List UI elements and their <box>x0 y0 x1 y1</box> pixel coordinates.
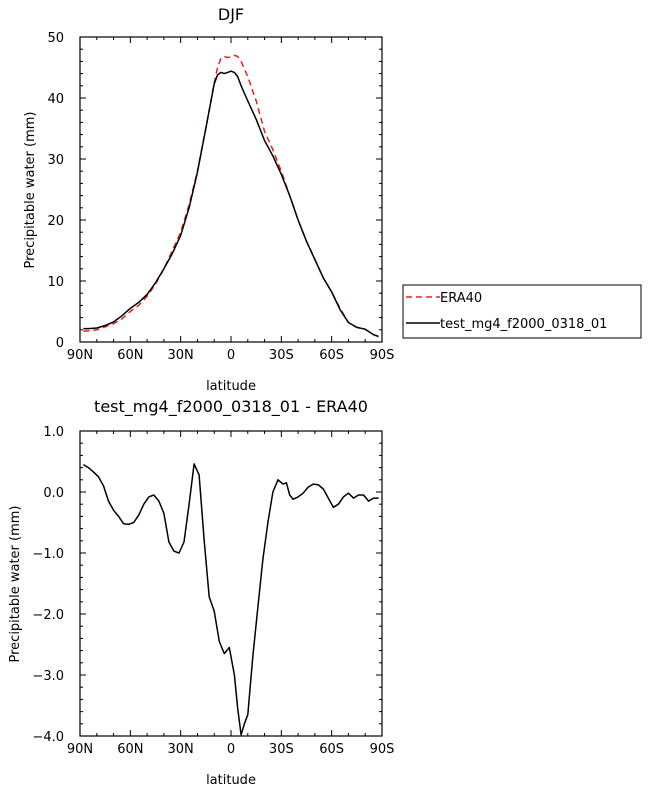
top-y-tick-label: 50 <box>47 31 64 46</box>
top-x-tick-label: 0 <box>227 348 235 363</box>
top-x-tick-label: 30N <box>168 348 194 363</box>
top-xlabel: latitude <box>206 379 256 394</box>
bottom-series <box>83 463 379 736</box>
legend-box <box>402 284 642 339</box>
top-y-tick-label: 30 <box>47 153 64 168</box>
top-x-tick-label: 90S <box>370 348 395 363</box>
top-y-tick-label: 40 <box>47 92 64 107</box>
bottom-x-tick-label: 90S <box>370 742 395 757</box>
top-series <box>83 54 379 338</box>
bottom-y-tick-label: −1.0 <box>32 547 64 562</box>
top-series-era40 <box>83 54 379 338</box>
legend-label-era40: ERA40 <box>440 291 482 306</box>
legend-label-test: test_mg4_f2000_0318_01 <box>440 317 607 332</box>
bottom-x-tick-label: 90N <box>67 742 93 757</box>
bottom-panel: test_mg4_f2000_0318_01 - ERA40 Precipita… <box>8 397 394 788</box>
top-y-tick-label: 10 <box>47 275 64 290</box>
top-x-tick-label: 60S <box>319 348 344 363</box>
bottom-series-difference <box>83 463 379 736</box>
top-y-tick-label: 0 <box>56 336 64 351</box>
top-series-test <box>83 70 379 338</box>
bottom-y-tick-label: −2.0 <box>32 608 64 623</box>
top-ylabel: Precipitable water (mm) <box>23 112 38 269</box>
bottom-y-tick-label: −4.0 <box>32 730 64 745</box>
bottom-axes: 90N 60N 30N 0 30S 60S 90S −4.0 −3.0 −2.0 −1.0 0.0 1.… <box>32 425 394 757</box>
top-title: DJF <box>218 5 244 24</box>
bottom-x-tick-label: 0 <box>227 742 235 757</box>
bottom-x-tick-label: 30S <box>269 742 294 757</box>
top-axes: 90N 60N 30N 0 30S 60S 90S 0 10 20 30 40 50 <box>47 31 394 363</box>
bottom-title: test_mg4_f2000_0318_01 - ERA40 <box>94 397 368 417</box>
top-panel: DJF Precipitable water (mm) latitude 90N… <box>23 5 394 394</box>
bottom-x-tick-label: 60N <box>117 742 143 757</box>
bottom-y-tick-label: 0.0 <box>43 486 64 501</box>
bottom-xlabel: latitude <box>206 773 256 788</box>
bottom-ylabel: Precipitable water (mm) <box>8 506 23 663</box>
bottom-y-tick-label: 1.0 <box>43 425 64 440</box>
top-x-tick-label: 30S <box>269 348 294 363</box>
top-x-tick-label: 90N <box>67 348 93 363</box>
bottom-x-tick-label: 60S <box>319 742 344 757</box>
top-plot-frame <box>79 36 383 343</box>
bottom-y-tick-label: −3.0 <box>32 669 64 684</box>
top-y-tick-label: 20 <box>47 214 64 229</box>
top-x-tick-label: 60N <box>117 348 143 363</box>
bottom-x-tick-label: 30N <box>168 742 194 757</box>
legend: ERA40 test_mg4_f2000_0318_01 <box>402 284 642 339</box>
bottom-plot-frame <box>79 430 383 737</box>
